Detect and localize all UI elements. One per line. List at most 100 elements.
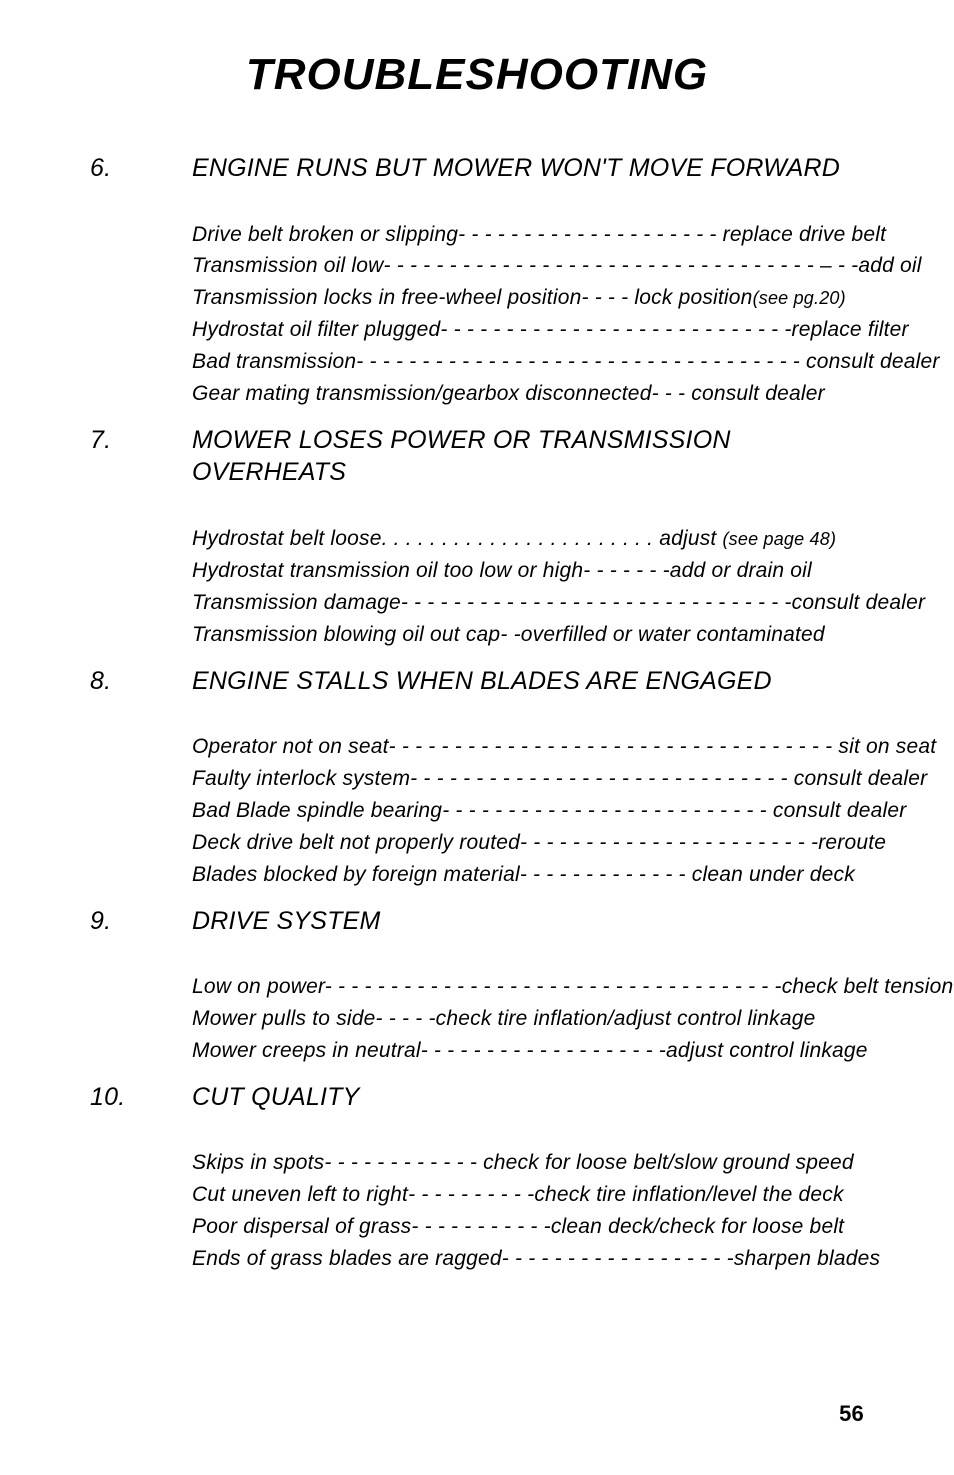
items-block: Hydrostat belt loose. . . . . . . . . . …: [192, 523, 864, 651]
item-fill: - - - - - - - - - - - - - - - - - - - -: [458, 223, 717, 246]
item-right: consult dealer: [800, 350, 940, 373]
troubleshoot-item: Hydrostat transmission oil too low or hi…: [192, 555, 864, 587]
item-fill: - - - - - - - - - - -: [411, 1215, 550, 1238]
item-right: clean under deck: [686, 863, 855, 886]
item-left: Hydrostat transmission oil too low or hi…: [192, 559, 583, 582]
item-left: Faulty interlock system: [192, 767, 410, 790]
item-fill: - - - - - - - - - - - - - - - - - -: [502, 1247, 734, 1270]
item-right: -overfilled or water contaminated: [514, 623, 825, 646]
troubleshoot-item: Transmission damage- - - - - - - - - - -…: [192, 587, 864, 619]
troubleshoot-item: Hydrostat oil filter plugged- - - - - - …: [192, 314, 864, 346]
item-left: Bad Blade spindle bearing: [192, 799, 442, 822]
item-left: Ends of grass blades are ragged: [192, 1247, 502, 1270]
item-left: Skips in spots: [192, 1151, 324, 1174]
troubleshoot-item: Operator not on seat- - - - - - - - - - …: [192, 731, 864, 763]
item-fill: - - - - - - - - - - - - - - - - - - - - …: [442, 799, 767, 822]
items-block: Skips in spots- - - - - - - - - - - - ch…: [192, 1147, 864, 1275]
item-left: Transmission blowing oil out cap-: [192, 623, 508, 646]
item-left: Gear mating transmission/gearbox disconn…: [192, 382, 652, 405]
page-title: TROUBLESHOOTING: [90, 50, 864, 100]
item-right: lock position(see pg.20): [628, 286, 845, 309]
item-left: Hydrostat belt loose: [192, 527, 382, 550]
items-block: Low on power - - - - - - - - - - - - - - …: [192, 971, 864, 1067]
item-fill: - - - - - - - - - -: [408, 1183, 534, 1206]
item-right: consult dealer: [685, 382, 825, 405]
item-left: Poor dispersal of grass: [192, 1215, 411, 1238]
troubleshoot-item: Mower creeps in neutral- - - - - - - - -…: [192, 1035, 864, 1067]
item-right: check tire inflation/level the deck: [534, 1183, 843, 1206]
section: 6.ENGINE RUNS BUT MOWER WON'T MOVE FORWA…: [90, 152, 864, 185]
section: 8.ENGINE STALLS WHEN BLADES ARE ENGAGED: [90, 665, 864, 698]
item-left: Transmission locks in free-wheel positio…: [192, 286, 581, 309]
item-fill: - - - - - - - - - - - - - - - - - - - - …: [410, 767, 788, 790]
item-fill: - - - - -: [376, 1007, 436, 1030]
troubleshoot-item: Drive belt broken or slipping- - - - - -…: [192, 219, 864, 251]
items-block: Operator not on seat- - - - - - - - - - …: [192, 731, 864, 891]
section: 9.DRIVE SYSTEM: [90, 905, 864, 938]
item-left: Blades blocked by foreign material: [192, 863, 520, 886]
item-left: Transmission oil low: [192, 254, 384, 277]
troubleshoot-item: Blades blocked by foreign material- - - …: [192, 859, 864, 891]
section-number: 9.: [90, 905, 192, 936]
item-fill: - - - - - - - - - - - - - - - - - - - - …: [356, 350, 800, 373]
item-fill: . . . . . . . . . . . . . . . . . . . . …: [382, 527, 654, 550]
item-right: consult dealer: [767, 799, 907, 822]
item-right: sharpen blades: [734, 1247, 880, 1270]
item-left: Bad transmission: [192, 350, 356, 373]
item-right: replace filter: [792, 318, 909, 341]
section-heading: ENGINE RUNS BUT MOWER WON'T MOVE FORWARD: [192, 152, 864, 185]
item-fill: - - - - - - - - - - - - - - - - - - -: [421, 1039, 666, 1062]
item-fill: - - - - - - - - - - - - - - - - - - - - …: [389, 735, 833, 758]
item-left: Drive belt broken or slipping: [192, 223, 458, 246]
item-right: sit on seat: [832, 735, 936, 758]
section-heading: DRIVE SYSTEM: [192, 905, 864, 938]
troubleshoot-item: Mower pulls to side- - - - -check tire i…: [192, 1003, 864, 1035]
troubleshoot-item: Deck drive belt not properly routed- - -…: [192, 827, 864, 859]
item-fill: - - - - - - - - - - - -: [324, 1151, 477, 1174]
item-left: Mower creeps in neutral: [192, 1039, 421, 1062]
item-left: Hydrostat oil filter plugged: [192, 318, 440, 341]
item-right: reroute: [818, 831, 886, 854]
troubleshoot-item: Skips in spots- - - - - - - - - - - - ch…: [192, 1147, 864, 1179]
troubleshoot-item: Gear mating transmission/gearbox disconn…: [192, 378, 864, 410]
item-fill: - - - - - - - - - - - - - - - - - - - - …: [384, 254, 859, 277]
item-right: adjust control linkage: [666, 1039, 868, 1062]
troubleshoot-item: Faulty interlock system- - - - - - - - -…: [192, 763, 864, 795]
item-right: consult dealer: [792, 591, 926, 614]
section-heading: ENGINE STALLS WHEN BLADES ARE ENGAGED: [192, 665, 864, 698]
section-heading: CUT QUALITY: [192, 1081, 864, 1114]
item-fill: - - - - - - - - - - - - -: [520, 863, 686, 886]
item-right: consult dealer: [788, 767, 928, 790]
section-number: 6.: [90, 152, 192, 183]
item-right: adjust (see page 48): [653, 527, 836, 550]
troubleshoot-item: Transmission locks in free-wheel positio…: [192, 282, 864, 314]
section-number: 7.: [90, 424, 192, 455]
sections-container: 6.ENGINE RUNS BUT MOWER WON'T MOVE FORWA…: [90, 152, 864, 1275]
item-left: Transmission damage: [192, 591, 401, 614]
item-fill: - - - - - - - - - - - - - - - - - - - - …: [440, 318, 791, 341]
item-right: check tire inflation/adjust control link…: [436, 1007, 816, 1030]
page-number: 56: [839, 1401, 864, 1427]
items-block: Drive belt broken or slipping- - - - - -…: [192, 219, 864, 410]
troubleshoot-item: Ends of grass blades are ragged- - - - -…: [192, 1243, 864, 1275]
troubleshoot-item: Bad Blade spindle bearing- - - - - - - -…: [192, 795, 864, 827]
troubleshoot-item: Cut uneven left to right- - - - - - - - …: [192, 1179, 864, 1211]
section-number: 8.: [90, 665, 192, 696]
item-right: add or drain oil: [670, 559, 812, 582]
troubleshoot-item: Transmission oil low- - - - - - - - - - …: [192, 250, 864, 282]
section: 10.CUT QUALITY: [90, 1081, 864, 1114]
item-left: Low on power: [192, 975, 325, 998]
item-fill: - - - -: [581, 286, 628, 309]
item-note: (see page 48): [722, 529, 836, 549]
item-fill: - - -: [652, 382, 686, 405]
item-left: Deck drive belt not properly routed: [192, 831, 520, 854]
item-right: add oil: [858, 254, 921, 277]
item-left: Mower pulls to side: [192, 1007, 376, 1030]
item-left: Cut uneven left to right: [192, 1183, 408, 1206]
item-right: check belt tension: [782, 975, 954, 998]
item-right: replace drive belt: [717, 223, 887, 246]
item-fill: - - - - - - - - - - - - - - - - - - - - …: [520, 831, 818, 854]
section-number: 10.: [90, 1081, 192, 1112]
section: 7.MOWER LOSES POWER OR TRANSMISSION OVER…: [90, 424, 864, 489]
troubleshoot-item: Low on power- - - - - - - - - - - - - - …: [192, 971, 864, 1003]
